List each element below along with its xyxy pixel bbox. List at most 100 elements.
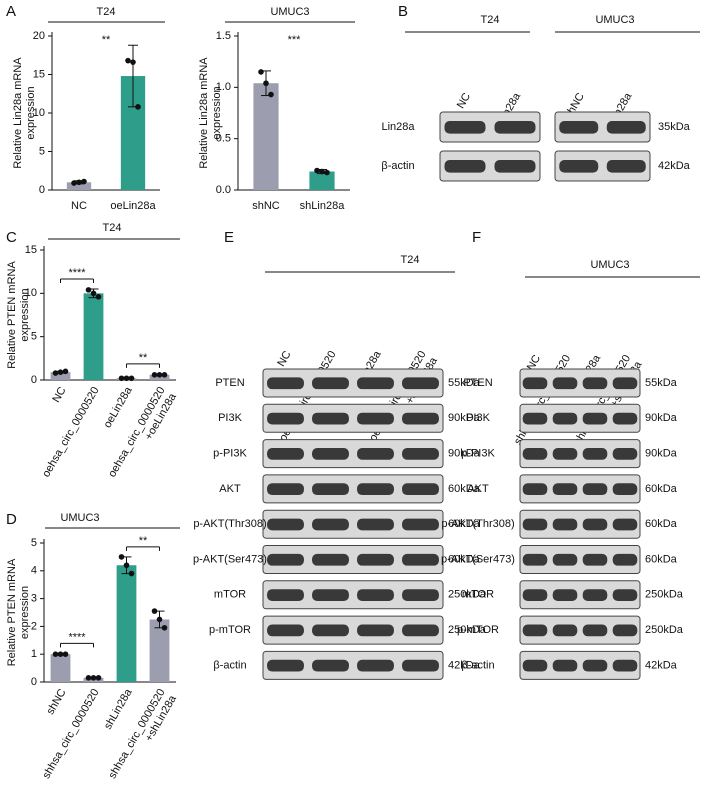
data-point — [90, 290, 97, 297]
blot-band — [312, 624, 349, 637]
blot-band — [552, 624, 578, 637]
data-point — [268, 91, 274, 98]
panel-label: B — [398, 3, 408, 20]
x-tick-label: NC — [50, 385, 68, 405]
row-label: mTOR — [214, 589, 246, 601]
blot-band — [522, 377, 548, 390]
size-label: 35kDa — [658, 121, 691, 133]
blot-band — [559, 121, 599, 134]
blot-band — [312, 448, 349, 460]
blot-band — [582, 589, 608, 601]
blot-frame — [262, 580, 444, 610]
blot-band — [357, 448, 394, 460]
x-tick-label: shLin28a — [300, 200, 346, 212]
blot-band — [612, 624, 638, 637]
y-axis-label: expression — [19, 288, 31, 341]
blot-frame — [262, 368, 444, 398]
size-label: 90kDa — [448, 448, 481, 460]
blot-band — [357, 624, 394, 637]
data-point — [324, 169, 330, 176]
data-point — [90, 675, 97, 681]
bar — [309, 171, 335, 190]
blot-frame — [439, 150, 541, 182]
data-point — [125, 57, 131, 64]
blot-band — [582, 483, 608, 496]
row-label: mTOR — [462, 589, 494, 601]
y-tick-label: 5 — [31, 537, 37, 549]
row-label: AKT — [467, 483, 489, 495]
blot-band — [357, 412, 394, 425]
blot-band — [312, 589, 349, 601]
data-point — [62, 651, 69, 657]
blot-frame — [554, 150, 651, 182]
bar — [50, 654, 71, 682]
row-label: Lin28a — [381, 121, 415, 133]
data-point — [118, 375, 125, 382]
blot-band — [357, 377, 394, 390]
blot-band — [522, 412, 548, 425]
data-point — [57, 369, 64, 376]
blot-band — [552, 377, 578, 390]
data-point — [151, 608, 158, 614]
bar — [149, 619, 170, 682]
blot-band — [612, 377, 638, 390]
size-label: 250kDa — [448, 624, 487, 636]
blot-band — [312, 553, 349, 566]
blot-band — [402, 448, 439, 460]
row-label: p-mTOR — [457, 624, 499, 636]
panel-label: F — [472, 229, 481, 246]
size-label: 250kDa — [448, 589, 487, 601]
blot-band — [522, 448, 548, 460]
y-axis-label: Relative PTEN mRNA — [6, 261, 18, 369]
blot-band — [312, 412, 349, 425]
data-point — [95, 294, 102, 300]
blot-frame — [519, 650, 641, 680]
y-tick-label: 4 — [31, 565, 37, 577]
blot-band — [402, 659, 439, 672]
data-point — [156, 616, 163, 623]
blot-band — [552, 659, 578, 672]
blot-band — [267, 624, 304, 637]
y-tick-label: 15 — [33, 68, 45, 80]
row-label: p-AKT(Thr308) — [193, 518, 266, 530]
blot-band — [357, 659, 394, 672]
row-label: β-actin — [213, 659, 246, 671]
blot-frame — [262, 615, 444, 645]
data-point — [123, 375, 130, 382]
size-label: 250kDa — [645, 624, 684, 636]
blot-frame — [519, 368, 641, 398]
data-point — [135, 104, 141, 110]
size-label: 250kDa — [645, 589, 684, 601]
y-axis-label: Relative PTEN mRNA — [6, 558, 18, 666]
chart-title: T24 — [97, 6, 116, 18]
panel-label: A — [6, 3, 16, 20]
blot-band — [612, 412, 638, 425]
blot-band — [402, 483, 439, 496]
data-point — [156, 372, 163, 378]
data-point — [123, 562, 130, 569]
blot-frame — [262, 403, 444, 433]
y-tick-label: 1 — [31, 648, 37, 660]
size-label: 42kDa — [645, 659, 678, 671]
significance: ** — [139, 535, 148, 547]
blot-band — [267, 518, 304, 531]
significance: **** — [68, 267, 86, 279]
blot-band — [357, 589, 394, 601]
panel-label: D — [6, 511, 17, 528]
blot-band — [494, 160, 536, 173]
y-tick-label: 0.5 — [216, 133, 231, 145]
blot-title: T24 — [481, 14, 500, 26]
blot-band — [582, 377, 608, 390]
data-point — [118, 554, 125, 560]
data-point — [52, 651, 59, 657]
size-label: 90kDa — [645, 448, 678, 460]
blot-band — [312, 659, 349, 672]
blot-frame — [262, 545, 444, 574]
blot-band — [402, 553, 439, 566]
blot-frame — [554, 111, 651, 143]
blot-frame — [262, 650, 444, 680]
size-label: 42kDa — [658, 160, 691, 172]
blot-band — [267, 377, 304, 390]
y-tick-label: 3 — [31, 593, 37, 605]
